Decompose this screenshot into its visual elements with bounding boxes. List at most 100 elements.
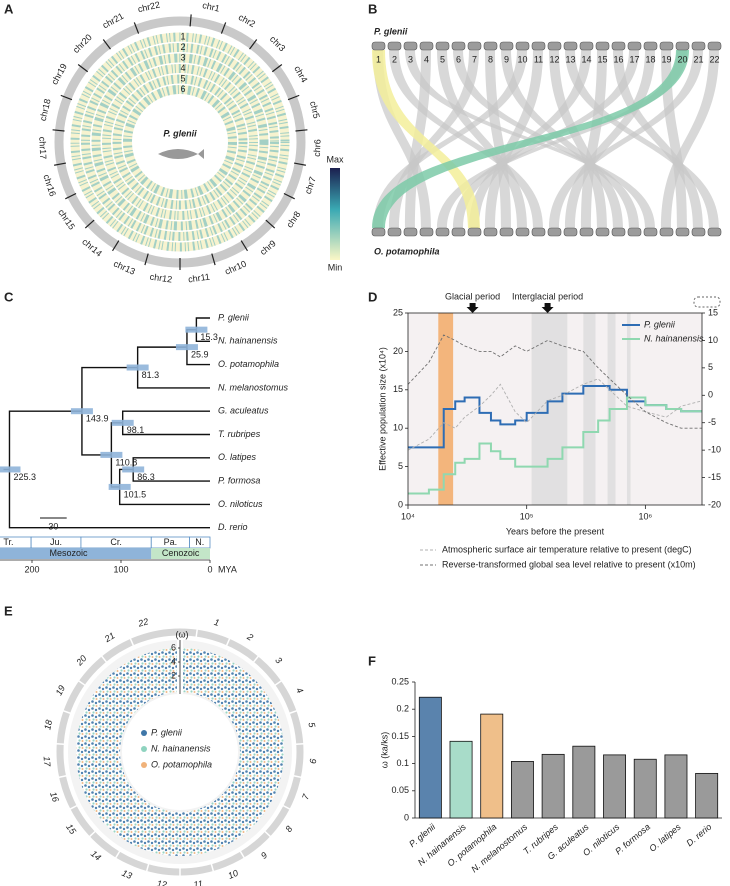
chromosome-label: 1 [213, 617, 221, 628]
node-age: 110.8 [115, 457, 137, 467]
y-tick-label: 0.15 [391, 731, 409, 741]
species-label: P. glenii [218, 312, 250, 322]
note-text: Atmospheric surface air temperature rela… [442, 544, 692, 554]
node-age: 15.3 [200, 332, 218, 342]
branch [136, 346, 187, 368]
chromosome-boundary [264, 830, 272, 838]
chromosome-boundary [211, 253, 216, 266]
tick-label: 100 [113, 564, 128, 574]
chromosome-boundary [78, 680, 86, 686]
track-number: 2 [180, 42, 185, 52]
chromosome-label: 12 [549, 54, 559, 64]
bar [449, 740, 473, 819]
chromosome-box [611, 227, 626, 237]
y2-tick-label: 5 [708, 362, 713, 372]
legend-label: N. hainanensis [151, 743, 211, 753]
bar [572, 745, 596, 819]
chromosome-label: chr2 [237, 12, 257, 29]
chromosome-boundary [84, 219, 95, 229]
chromosome-label: chr22 [137, 0, 161, 14]
bar [664, 754, 688, 819]
track-number: 6 [180, 84, 185, 94]
synteny-ribbon [373, 50, 527, 228]
age-interval [185, 326, 208, 333]
period-label: Cr. [110, 537, 122, 547]
branch [132, 457, 210, 470]
chromosome-label: 1 [376, 54, 381, 64]
chromosome-boundary [271, 64, 283, 73]
chromosome-label: chr9 [258, 238, 278, 257]
tick-label: 0 [207, 564, 212, 574]
track-number: 4 [180, 63, 185, 73]
center-label: P. glenii [163, 128, 197, 138]
age-interval [100, 451, 123, 458]
chromosome-label: 6 [308, 758, 318, 764]
series-line [408, 396, 702, 495]
bar [603, 754, 627, 819]
chromosome-label: 19 [661, 54, 671, 64]
chromosome-boundary [265, 219, 276, 229]
bar [510, 761, 534, 819]
heat-track [70, 32, 290, 252]
chromosome-label: 10 [227, 868, 240, 881]
y2-tick-label: -20 [708, 499, 721, 509]
chromosome-box [547, 41, 562, 51]
chromosome-boundary [114, 850, 121, 859]
branch [8, 469, 210, 529]
chromosome-box [675, 227, 690, 237]
species-label: N. hainanensis [218, 336, 278, 346]
age-interval [122, 466, 145, 473]
chromosome-label: 17 [42, 756, 53, 768]
chromosome-boundary [274, 680, 282, 686]
species-label: O. latipes [218, 452, 257, 462]
chromosome-box [371, 227, 386, 237]
chromosome-label: 10 [517, 54, 527, 64]
chromosome-box [627, 41, 642, 51]
chromosome-label: 16 [613, 54, 623, 64]
chromosome-boundary [69, 804, 78, 810]
chromosome-label: 4 [294, 686, 305, 695]
chromosome-label: chr19 [49, 62, 69, 87]
center [140, 102, 220, 182]
chromosome-label: 5 [306, 721, 317, 729]
chromosome-boundary [249, 39, 258, 50]
center [122, 694, 238, 810]
chromosome-box [467, 227, 482, 237]
chromosome-label: 16 [48, 790, 61, 803]
age-interval [111, 419, 134, 426]
chromosome-label: chr17 [37, 137, 48, 160]
synteny-ribbon [549, 50, 703, 228]
chromosome-label: 2 [392, 54, 397, 64]
chromosome-label: chr4 [292, 64, 309, 84]
chromosome-boundary [289, 709, 298, 715]
legend-label: P. glenii [644, 319, 676, 329]
chromosome-label: 11 [534, 54, 543, 64]
chromosome-label: 7 [300, 792, 311, 801]
period-label: Tr. [3, 537, 13, 547]
x-tick-label: N. melanostomus [469, 821, 529, 874]
chromosome-label: chr21 [101, 11, 126, 31]
chromosome-label: 15 [597, 54, 607, 64]
chromosome-boundary [220, 22, 227, 34]
chromosome-label: 6 [456, 54, 461, 64]
y2-tick-label: -5 [708, 417, 716, 427]
chromosome-label: chr10 [223, 259, 248, 277]
chromosome-boundary [62, 709, 71, 715]
period-label: N. [195, 537, 204, 547]
chromosome-boundary [295, 742, 304, 746]
chromosome-label: 3 [408, 54, 413, 64]
r-tick-label: 6 [171, 642, 176, 652]
synteny-ribbon [485, 50, 511, 228]
chromosome-boundary [287, 94, 300, 101]
chromosome-label: chr15 [56, 207, 77, 231]
heat-track [81, 43, 279, 241]
series-line [407, 378, 703, 451]
branch [110, 422, 123, 455]
r-tick-label: 2 [171, 670, 176, 680]
legend-label: O. potamophila [151, 759, 212, 769]
branch [118, 486, 210, 506]
track-number: 1 [180, 31, 185, 41]
chromosome-boundary [293, 162, 306, 166]
chromosome-box [643, 227, 658, 237]
node-age: 81.3 [142, 370, 160, 380]
